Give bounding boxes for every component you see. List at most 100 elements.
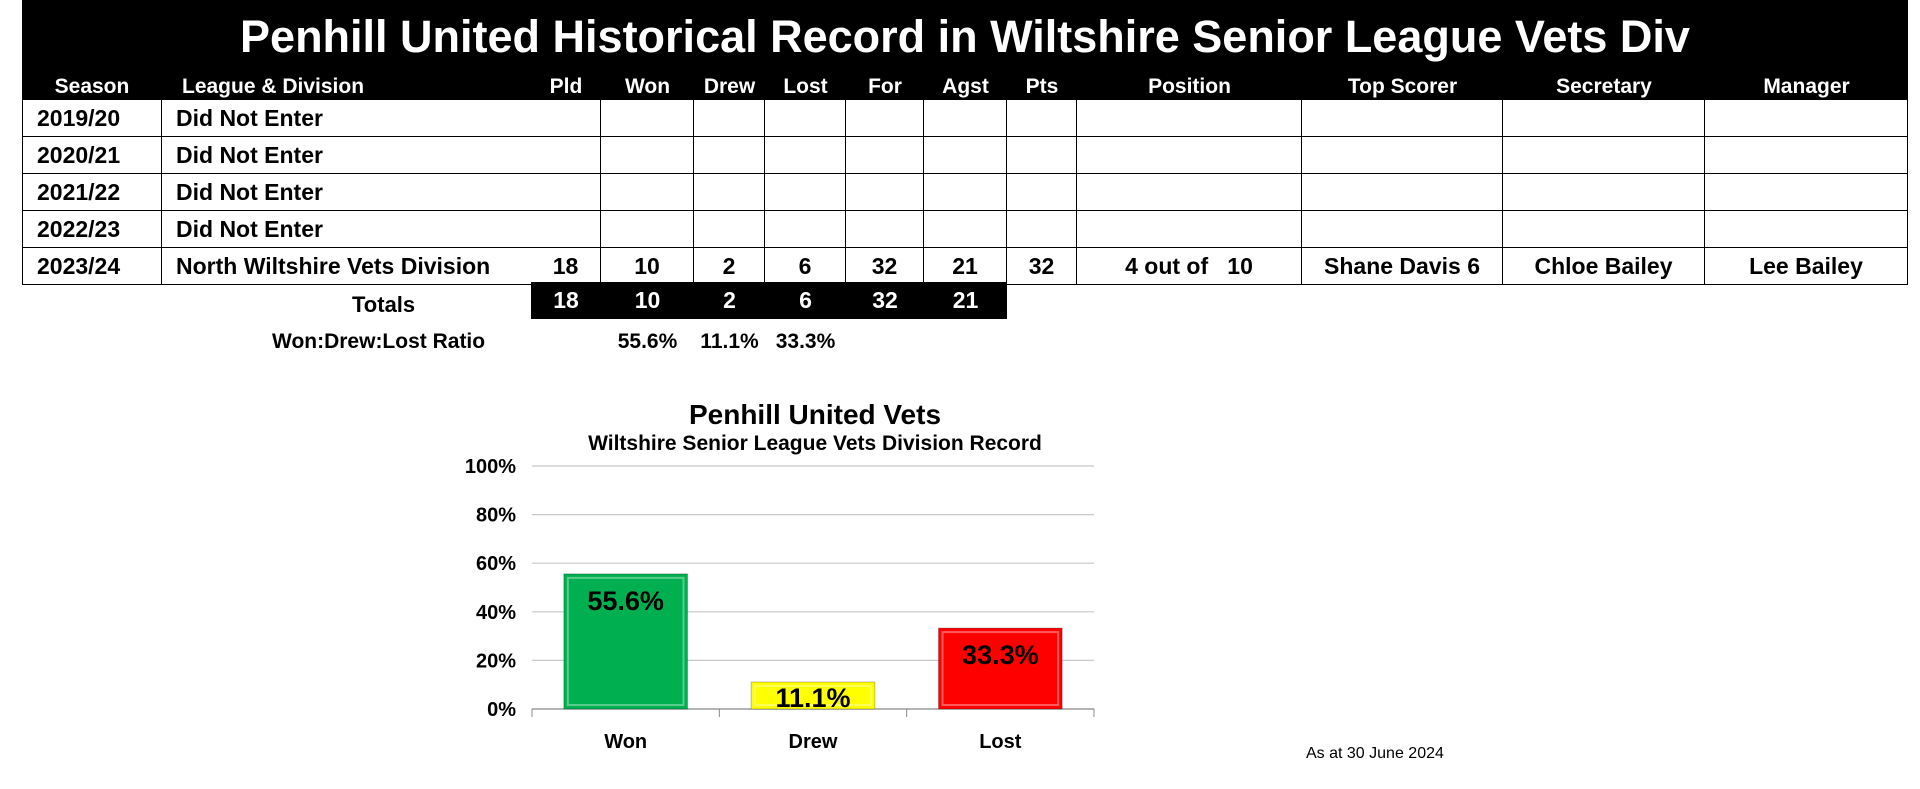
- header-agst: Agst: [924, 74, 1007, 100]
- table-cell: [1077, 100, 1302, 137]
- bar: [938, 627, 1063, 710]
- table-cell: [1007, 137, 1077, 174]
- header-position: Position: [1077, 74, 1302, 100]
- table-cell: [531, 137, 601, 174]
- table-cell: 32: [1007, 248, 1077, 285]
- table-cell: [1302, 137, 1503, 174]
- table-cell: [1077, 137, 1302, 174]
- table-cell: [846, 137, 924, 174]
- table-cell: [531, 174, 601, 211]
- bar-won: 55.6%: [563, 573, 688, 710]
- table-cell: [694, 100, 765, 137]
- bar-bevel: [941, 631, 1060, 706]
- chart-subtitle: Wiltshire Senior League Vets Division Re…: [588, 432, 1042, 455]
- table-cell: [694, 174, 765, 211]
- table-cell: [1503, 211, 1705, 248]
- header-secretary: Secretary: [1503, 74, 1705, 100]
- table-cell: 21: [924, 248, 1007, 285]
- table-cell: [1503, 174, 1705, 211]
- header-top-scorer: Top Scorer: [1302, 74, 1503, 100]
- header-league-division: League & Division: [162, 74, 531, 100]
- header-season: Season: [22, 74, 162, 100]
- as-at-date: As at 30 June 2024: [1306, 745, 1444, 762]
- ratio-value: 33.3%: [775, 330, 836, 353]
- table-cell: [531, 211, 601, 248]
- table-cell: [1705, 174, 1908, 211]
- header-pts: Pts: [1007, 74, 1077, 100]
- table-cell: [1007, 100, 1077, 137]
- table-cell: [531, 100, 601, 137]
- table-cell: [601, 174, 694, 211]
- table-cell: [1503, 137, 1705, 174]
- chart-y-axis: 0% 20% 40% 60% 80% 100%: [465, 456, 516, 721]
- table-cell: [924, 174, 1007, 211]
- bar-data-label: 33.3%: [962, 640, 1039, 670]
- table-cell: [601, 211, 694, 248]
- y-tick-label: 0%: [487, 699, 516, 721]
- ratio-label: Won:Drew:Lost Ratio: [272, 330, 486, 353]
- bar-data-label: 11.1%: [775, 683, 850, 713]
- table-cell: Chloe Bailey: [1503, 248, 1705, 285]
- chart-bars: 55.6% 11.1% 33.3%: [563, 573, 1063, 713]
- header-lost: Lost: [765, 74, 846, 100]
- table-cell: [694, 211, 765, 248]
- table-cell: [765, 211, 846, 248]
- table-cell: [924, 211, 1007, 248]
- ratio-value: 55.6%: [617, 330, 678, 353]
- chart-title: Penhill United Vets: [689, 399, 941, 430]
- table-cell: 2023/24: [22, 248, 162, 285]
- totals-cell: 6: [765, 282, 846, 319]
- table-cell: [765, 100, 846, 137]
- totals-cell: 2: [694, 282, 765, 319]
- table-cell: [1077, 211, 1302, 248]
- table-cell: [1705, 137, 1908, 174]
- table-cell: [1302, 211, 1503, 248]
- table-cell: [846, 174, 924, 211]
- table-cell: [1302, 174, 1503, 211]
- table-cell: 2020/21: [22, 137, 162, 174]
- table-cell: [924, 137, 1007, 174]
- ratio-value: 11.1%: [700, 330, 759, 353]
- totals-cell: 21: [924, 282, 1007, 319]
- header-pld: Pld: [531, 74, 601, 100]
- table-cell: [1503, 100, 1705, 137]
- y-tick-label: 20%: [476, 650, 516, 672]
- table-cell: 6: [765, 248, 846, 285]
- bar: [563, 573, 688, 710]
- chart-x-axis: Won Drew Lost: [531, 709, 1095, 753]
- table-cell: [846, 100, 924, 137]
- totals-cell: 18: [531, 282, 601, 319]
- bar: [750, 681, 876, 710]
- table-cell: [765, 174, 846, 211]
- y-tick-label: 80%: [476, 505, 516, 527]
- table-cell: [601, 137, 694, 174]
- table-cell: [924, 100, 1007, 137]
- bar-data-label: 55.6%: [587, 586, 664, 616]
- table-cell: 2019/20: [22, 100, 162, 137]
- bar-bevel: [754, 685, 872, 706]
- header-won: Won: [601, 74, 694, 100]
- header-for: For: [846, 74, 924, 100]
- totals-label: Totals: [352, 292, 416, 317]
- table-cell: [846, 211, 924, 248]
- totals-cell: 10: [601, 282, 694, 319]
- table-cell: [1007, 211, 1077, 248]
- table-cell: Did Not Enter: [162, 100, 531, 137]
- table-cell: 2021/22: [22, 174, 162, 211]
- y-tick-label: 40%: [476, 602, 516, 624]
- table-cell: 18: [531, 248, 601, 285]
- header-manager: Manager: [1705, 74, 1908, 100]
- x-tick-label: Lost: [979, 731, 1022, 753]
- bar-bevel: [566, 576, 685, 707]
- header-drew: Drew: [694, 74, 765, 100]
- x-tick-label: Drew: [789, 731, 838, 753]
- table-cell: Lee Bailey: [1705, 248, 1908, 285]
- bar-drew: 11.1%: [750, 681, 876, 713]
- table-cell: North Wiltshire Vets Division: [162, 248, 531, 285]
- table-cell: Did Not Enter: [162, 137, 531, 174]
- table-cell: [1705, 211, 1908, 248]
- x-tick-label: Won: [604, 731, 647, 753]
- table-cell: Did Not Enter: [162, 174, 531, 211]
- totals-cell: 32: [846, 282, 924, 319]
